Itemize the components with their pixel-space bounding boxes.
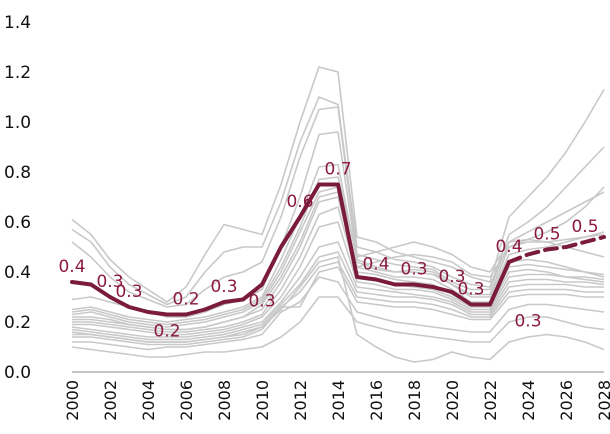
- x-tick-label: 2002: [101, 380, 120, 421]
- y-tick-label: 0.2: [4, 313, 31, 333]
- background-series-line: [71, 251, 604, 341]
- x-tick-label: 2022: [481, 380, 500, 421]
- background-series-line: [71, 176, 605, 326]
- highlight-series-line: [70, 182, 511, 317]
- data-label: 0.3: [115, 282, 142, 302]
- data-label: 0.3: [438, 267, 465, 287]
- x-tick-label: 2028: [595, 380, 610, 421]
- x-tick-label: 2014: [329, 380, 348, 421]
- x-axis-ticks: 2000 2002 2004 2006 2008 2010 2012 2014 2016 2018…: [63, 380, 610, 421]
- data-label: 0.3: [457, 280, 484, 300]
- y-tick-label: 1.0: [4, 113, 31, 133]
- background-series-line: [71, 66, 605, 303]
- y-tick-label: 1.2: [4, 63, 31, 83]
- x-tick-label: 2004: [139, 380, 158, 421]
- x-tick-label: 2012: [291, 380, 310, 421]
- data-label: 0.3: [210, 277, 237, 297]
- y-tick-label: 0.8: [4, 163, 31, 183]
- data-labels-group: 0.40.30.30.20.20.30.30.60.70.4 0.3 0.30.30…: [58, 160, 598, 342]
- data-label: 0.2: [172, 290, 199, 310]
- x-tick-label: 2010: [253, 380, 272, 421]
- data-label: 0.3: [514, 312, 541, 332]
- highlight-projection-line: [507, 235, 606, 264]
- x-tick-label: 2016: [367, 380, 386, 421]
- background-series-line: [72, 276, 605, 351]
- data-label: 0.4: [58, 257, 85, 277]
- data-label: 0.7: [324, 160, 351, 180]
- x-tick-label: 2024: [519, 380, 538, 421]
- y-tick-label: 0.4: [4, 263, 31, 283]
- data-label: 0.6: [286, 192, 313, 212]
- data-label: 0.5: [571, 217, 598, 237]
- x-tick-label: 2018: [405, 380, 424, 421]
- x-tick-label: 2006: [177, 380, 196, 421]
- x-tick-label: 2026: [557, 380, 576, 421]
- y-axis-ticks: 0.0 0.2 0.4 0.6 0.8 1.0 1.2 1.4: [4, 13, 31, 383]
- background-series-line: [71, 256, 605, 363]
- background-series-line: [72, 206, 605, 333]
- x-tick-label: 2008: [215, 380, 234, 421]
- y-tick-label: 0.6: [4, 213, 31, 233]
- y-tick-label: 1.4: [4, 13, 31, 33]
- background-series-line: [72, 266, 604, 346]
- data-label: 0.3: [400, 260, 427, 280]
- x-tick-label: 2000: [63, 380, 82, 421]
- highlight-series-group: [70, 182, 606, 317]
- x-tick-label: 2020: [443, 380, 462, 421]
- data-label: 0.4: [495, 237, 522, 257]
- background-series-line: [72, 221, 605, 336]
- data-label: 0.5: [533, 225, 560, 245]
- background-series-line: [71, 296, 605, 358]
- y-tick-label: 0.0: [4, 363, 31, 383]
- data-label: 0.3: [96, 272, 123, 292]
- background-series-line: [71, 96, 605, 306]
- background-series-line: [71, 241, 605, 338]
- data-label: 0.4: [362, 255, 389, 275]
- data-label: 0.3: [248, 292, 275, 312]
- background-series-line: [71, 163, 605, 323]
- data-label: 0.2: [153, 322, 180, 342]
- background-series-line: [71, 106, 605, 308]
